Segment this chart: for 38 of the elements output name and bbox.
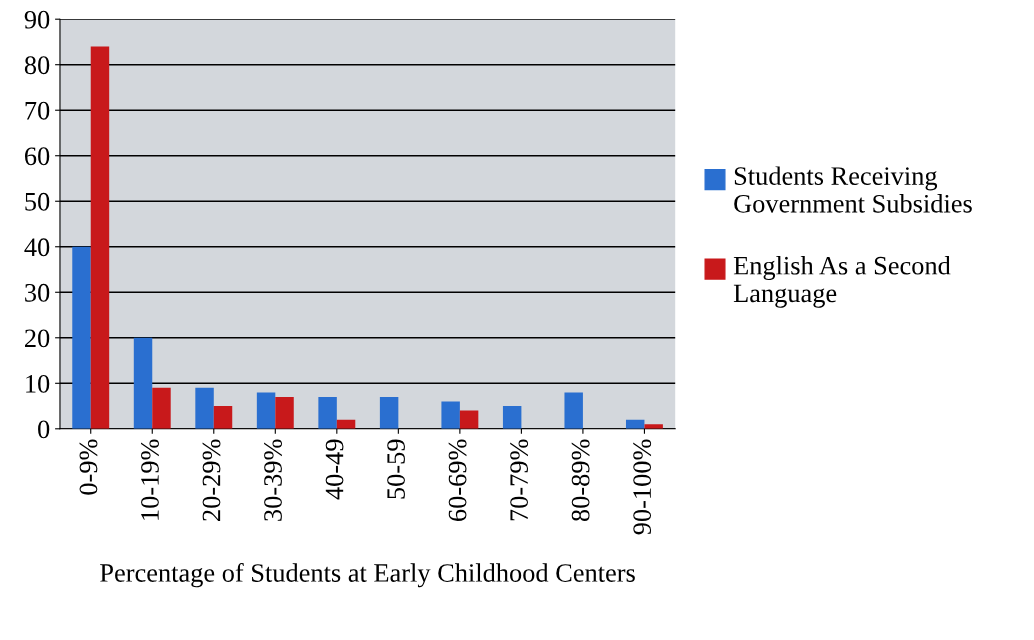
x-axis-title: Percentage of Students at Early Childhood Centers (100, 563, 635, 588)
x-tick-label: 90-100% (633, 439, 652, 535)
bar (72, 246, 91, 429)
bar (318, 396, 337, 429)
y-tick-label: 20 (25, 329, 50, 348)
y-tick-label: 90 (24, 10, 50, 29)
legend-label: Students Receiving Government Subsidies (734, 166, 972, 213)
bar (564, 392, 583, 429)
y-tick-label: 50 (25, 192, 50, 211)
x-tick-label: 10-19% (141, 439, 159, 520)
bar (256, 392, 276, 429)
x-tick-label: 60-69% (448, 439, 467, 521)
y-tick-label: 0 (38, 420, 50, 439)
bar (195, 387, 214, 429)
bar (502, 406, 522, 429)
y-tick-label: 30 (25, 283, 50, 302)
x-tick-label: 40-49 (325, 439, 344, 500)
y-tick-label: 70 (25, 101, 50, 120)
bar (275, 396, 294, 429)
bar (133, 337, 153, 429)
y-tick-label: 60 (24, 147, 50, 166)
legend-label: English As a Second Language (733, 256, 951, 308)
bar (213, 406, 233, 429)
x-tick-label: 50-59 (387, 439, 405, 499)
y-tick-label: 10 (26, 374, 50, 393)
x-tick-label: 30-39% (264, 439, 282, 521)
bar (459, 410, 479, 429)
y-tick-label: 80 (24, 56, 50, 75)
x-tick-label: 0-9% (79, 439, 98, 495)
bar (441, 401, 460, 429)
bar (90, 46, 110, 429)
x-tick-label: 70-79% (510, 439, 529, 521)
x-tick-label: 80-89% (571, 439, 590, 522)
bar (152, 387, 171, 429)
y-tick-label: 40 (24, 238, 50, 257)
x-tick-label: 20-29% (202, 439, 221, 521)
bar (644, 424, 663, 429)
bar (379, 396, 399, 429)
